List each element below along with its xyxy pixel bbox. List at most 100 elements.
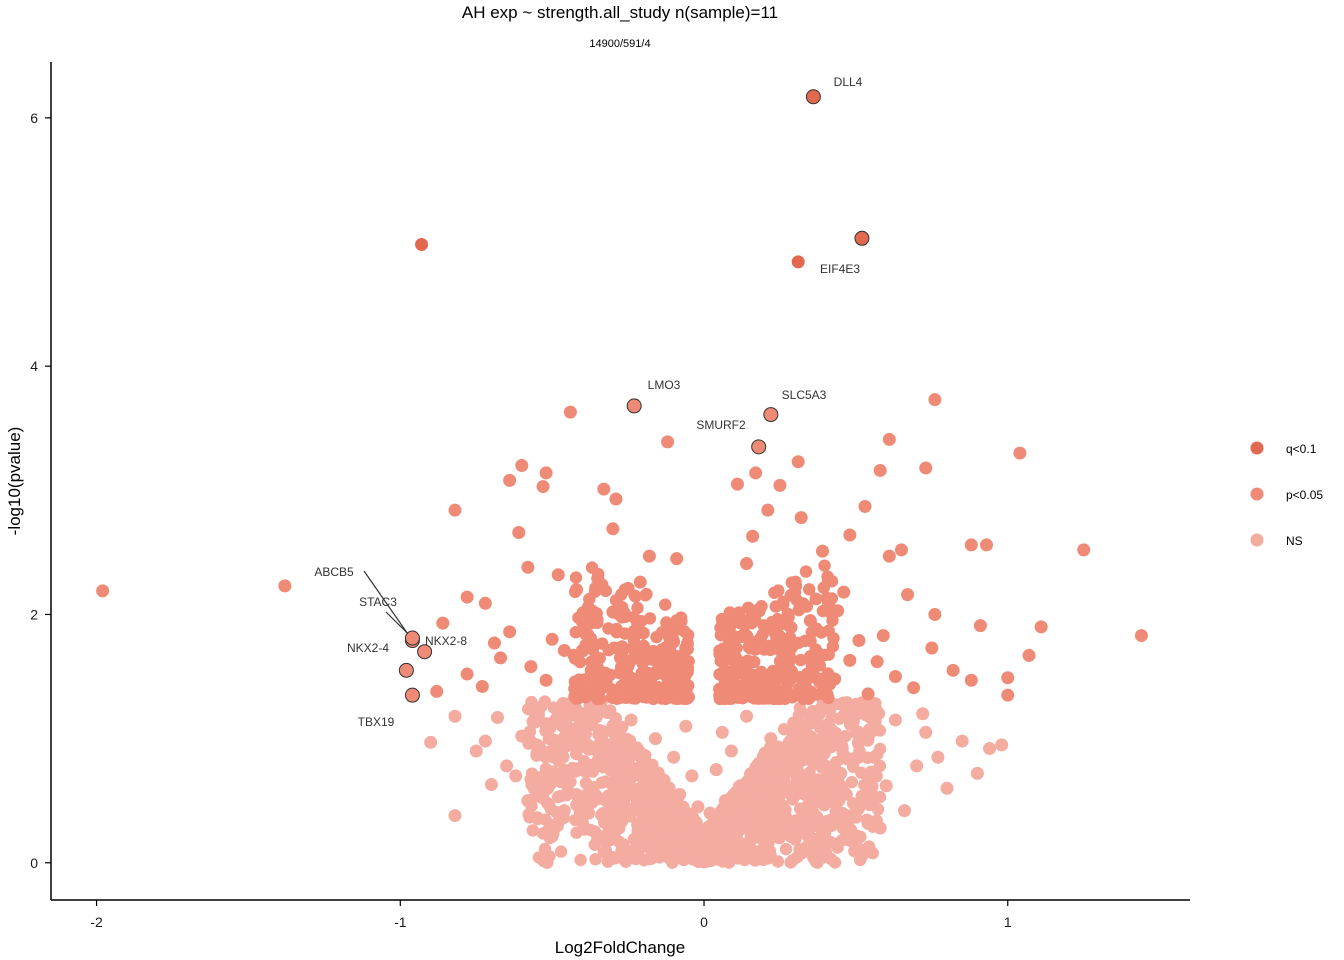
p05-point — [783, 651, 797, 665]
annotated-point — [404, 630, 420, 646]
ns-point — [861, 817, 874, 830]
ns-point — [546, 830, 559, 843]
p05-point — [475, 679, 489, 693]
p05-point — [758, 620, 772, 634]
annotated-point — [854, 230, 870, 246]
p05-point — [715, 612, 729, 626]
p05-point — [713, 648, 726, 661]
p05-point — [430, 684, 444, 698]
annotation-label: TBX19 — [358, 715, 395, 729]
p05-point — [778, 692, 792, 705]
p05-point — [645, 650, 659, 664]
annotated-point — [404, 687, 420, 703]
annotation-label: NKX2-8 — [425, 634, 467, 648]
ns-point — [871, 803, 885, 816]
p05-point — [584, 632, 598, 645]
p05-point — [448, 503, 462, 517]
ns-point — [606, 779, 620, 793]
p05-point — [588, 655, 602, 669]
p05-point — [714, 628, 728, 642]
ns-point — [751, 813, 765, 826]
p05-point — [551, 568, 565, 582]
ns-point — [609, 791, 622, 804]
ns-point — [807, 851, 820, 864]
ns-point — [743, 788, 756, 801]
p05-point — [563, 405, 577, 419]
ns-point — [515, 729, 529, 743]
legend-swatch — [1250, 441, 1264, 455]
ns-point — [755, 776, 769, 789]
p05-point — [925, 641, 939, 655]
p05-point — [727, 630, 741, 644]
ns-point — [655, 781, 669, 795]
ns-point — [823, 703, 837, 716]
ns-point — [840, 697, 854, 711]
p05-point — [782, 610, 795, 624]
p05-point — [659, 598, 672, 611]
p05-point — [642, 549, 656, 563]
p05-point — [596, 637, 609, 650]
p05-point — [813, 676, 826, 689]
ns-point — [527, 781, 541, 795]
ns-point — [770, 787, 784, 801]
p05-point — [631, 617, 644, 630]
ns-point — [574, 853, 587, 867]
ns-point — [733, 779, 747, 793]
p05-point — [623, 655, 637, 669]
ns-point — [916, 707, 930, 721]
ns-point — [747, 825, 761, 838]
ns-point — [679, 719, 693, 733]
ns-point — [554, 789, 567, 803]
ns-point — [569, 787, 583, 801]
ns-point — [712, 821, 726, 835]
ns-point — [746, 800, 760, 814]
p05-point — [503, 473, 517, 487]
p05-point — [278, 579, 292, 593]
p05-point — [888, 670, 902, 684]
p05-point — [797, 683, 811, 697]
x-tick-label: -1 — [394, 914, 407, 930]
p05-point — [740, 629, 754, 643]
p05-point — [1034, 620, 1048, 634]
ns-point — [727, 812, 741, 826]
p05-point — [680, 641, 693, 654]
p05-point — [837, 585, 851, 599]
p05-point — [822, 624, 835, 637]
ns-point — [809, 756, 823, 769]
p05-point — [621, 581, 635, 595]
p05-point — [870, 655, 884, 669]
ns-point — [526, 824, 539, 837]
p05-point — [852, 634, 866, 648]
p05-point — [805, 659, 819, 672]
x-tick-label: -2 — [90, 914, 103, 930]
p05-point — [521, 560, 535, 574]
ns-point — [530, 747, 544, 761]
p05-point — [663, 651, 676, 664]
ns-point — [623, 810, 637, 823]
ns-point — [872, 707, 886, 720]
p05-point — [793, 601, 806, 614]
p05-point — [682, 690, 695, 704]
ns-point — [824, 835, 837, 849]
p05-point — [1001, 688, 1015, 702]
series-q01-points — [415, 90, 869, 269]
p05-point — [792, 636, 805, 650]
ns-point — [721, 831, 735, 845]
p05-point — [597, 482, 611, 496]
ns-point — [522, 702, 535, 716]
p05-point — [761, 691, 774, 705]
ns-point — [618, 744, 632, 758]
p05-point — [928, 393, 942, 407]
p05-point — [676, 676, 690, 690]
ns-point — [849, 725, 863, 739]
ns-point — [624, 713, 638, 727]
ns-point — [835, 782, 849, 796]
p05-point — [876, 629, 890, 643]
p05-point — [503, 625, 517, 639]
p05-point — [610, 622, 623, 636]
ns-point — [703, 806, 717, 820]
ns-point — [983, 742, 997, 756]
ns-point — [772, 741, 786, 754]
ns-point — [799, 739, 812, 752]
p05-point — [721, 692, 735, 705]
